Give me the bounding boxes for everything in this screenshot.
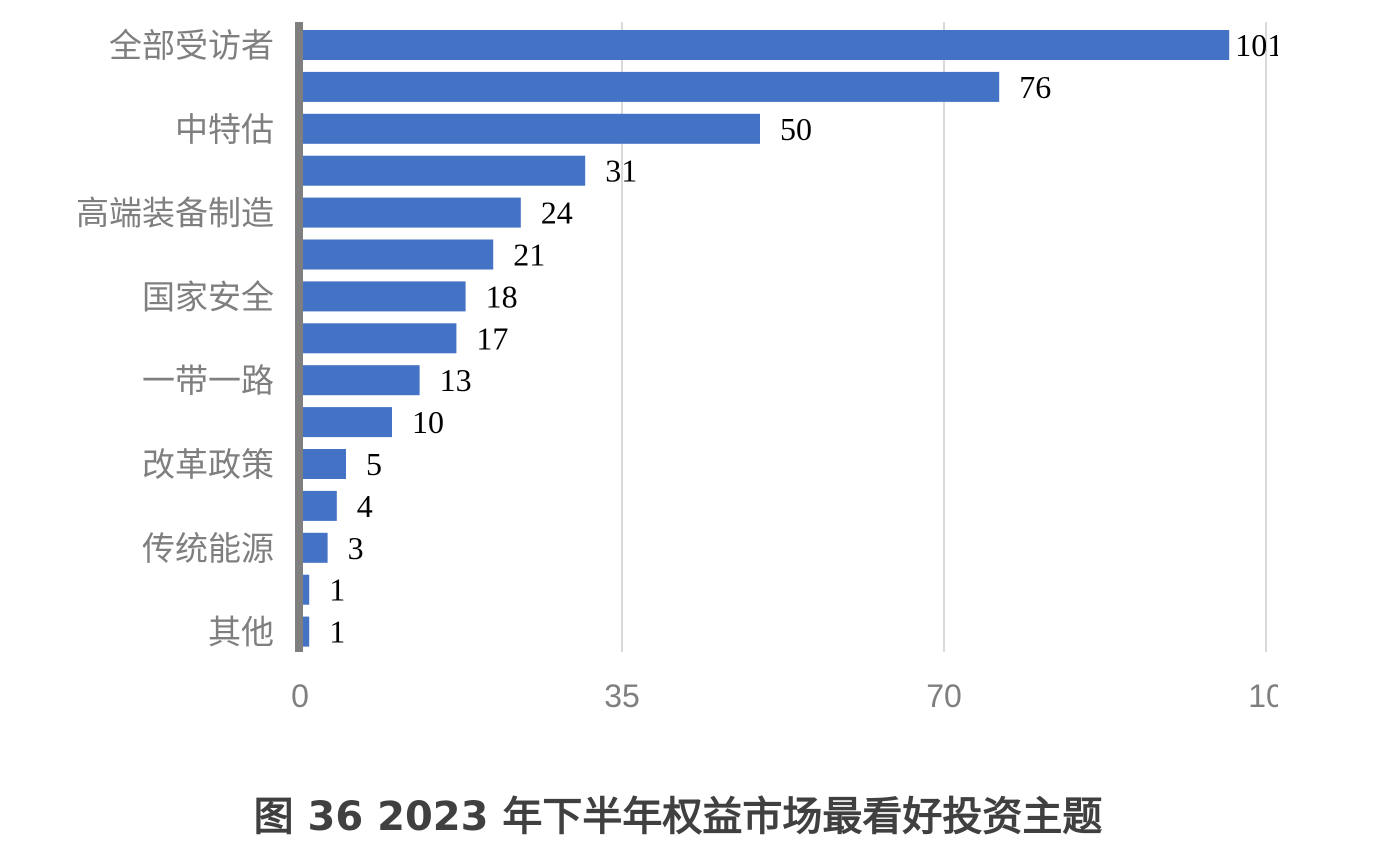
data-label: 101: [1235, 27, 1283, 63]
category-label: 中特估: [175, 110, 274, 149]
bar: [300, 449, 346, 479]
data-label: 10: [412, 404, 444, 440]
bar: [300, 323, 457, 354]
bar: [300, 365, 420, 396]
data-label: 76: [1019, 69, 1051, 105]
category-label: 全部受访者: [109, 26, 274, 65]
data-label: 1: [329, 614, 345, 650]
bar: [300, 616, 310, 647]
bar: [300, 407, 392, 438]
category-label: 改革政策: [142, 445, 274, 484]
bar: [300, 532, 328, 563]
x-tick-label: 35: [604, 678, 640, 714]
data-label: 21: [513, 237, 545, 273]
x-tick-label: 70: [926, 678, 962, 714]
bar: [300, 71, 1000, 102]
x-tick-label: 0: [291, 678, 309, 714]
bar: [300, 30, 1230, 60]
category-label: 国家安全: [142, 277, 274, 316]
bar: [300, 281, 466, 312]
data-label: 3: [348, 530, 364, 566]
data-label: 5: [366, 446, 382, 482]
bar: [300, 239, 494, 270]
y-axis-line: [295, 22, 303, 652]
category-label: 一带一路: [142, 361, 274, 400]
x-tick-label: 10: [1248, 678, 1284, 714]
bar: [300, 197, 521, 228]
bar: [300, 574, 310, 605]
category-label: 高端装备制造: [76, 194, 274, 233]
data-label: 1: [329, 572, 345, 608]
bar: [300, 490, 337, 521]
chart-caption: 图 36 2023 年下半年权益市场最看好投资主题: [254, 794, 1103, 840]
bar: [300, 113, 760, 144]
data-label: 24: [541, 195, 573, 231]
data-label: 18: [486, 278, 518, 314]
data-label: 13: [440, 362, 472, 398]
data-label: 4: [357, 488, 373, 524]
data-label: 31: [605, 153, 637, 189]
data-label: 50: [780, 111, 812, 147]
category-label: 传统能源: [142, 529, 274, 568]
data-label: 17: [476, 320, 508, 356]
category-label: 其他: [208, 613, 274, 652]
bar: [300, 155, 586, 186]
